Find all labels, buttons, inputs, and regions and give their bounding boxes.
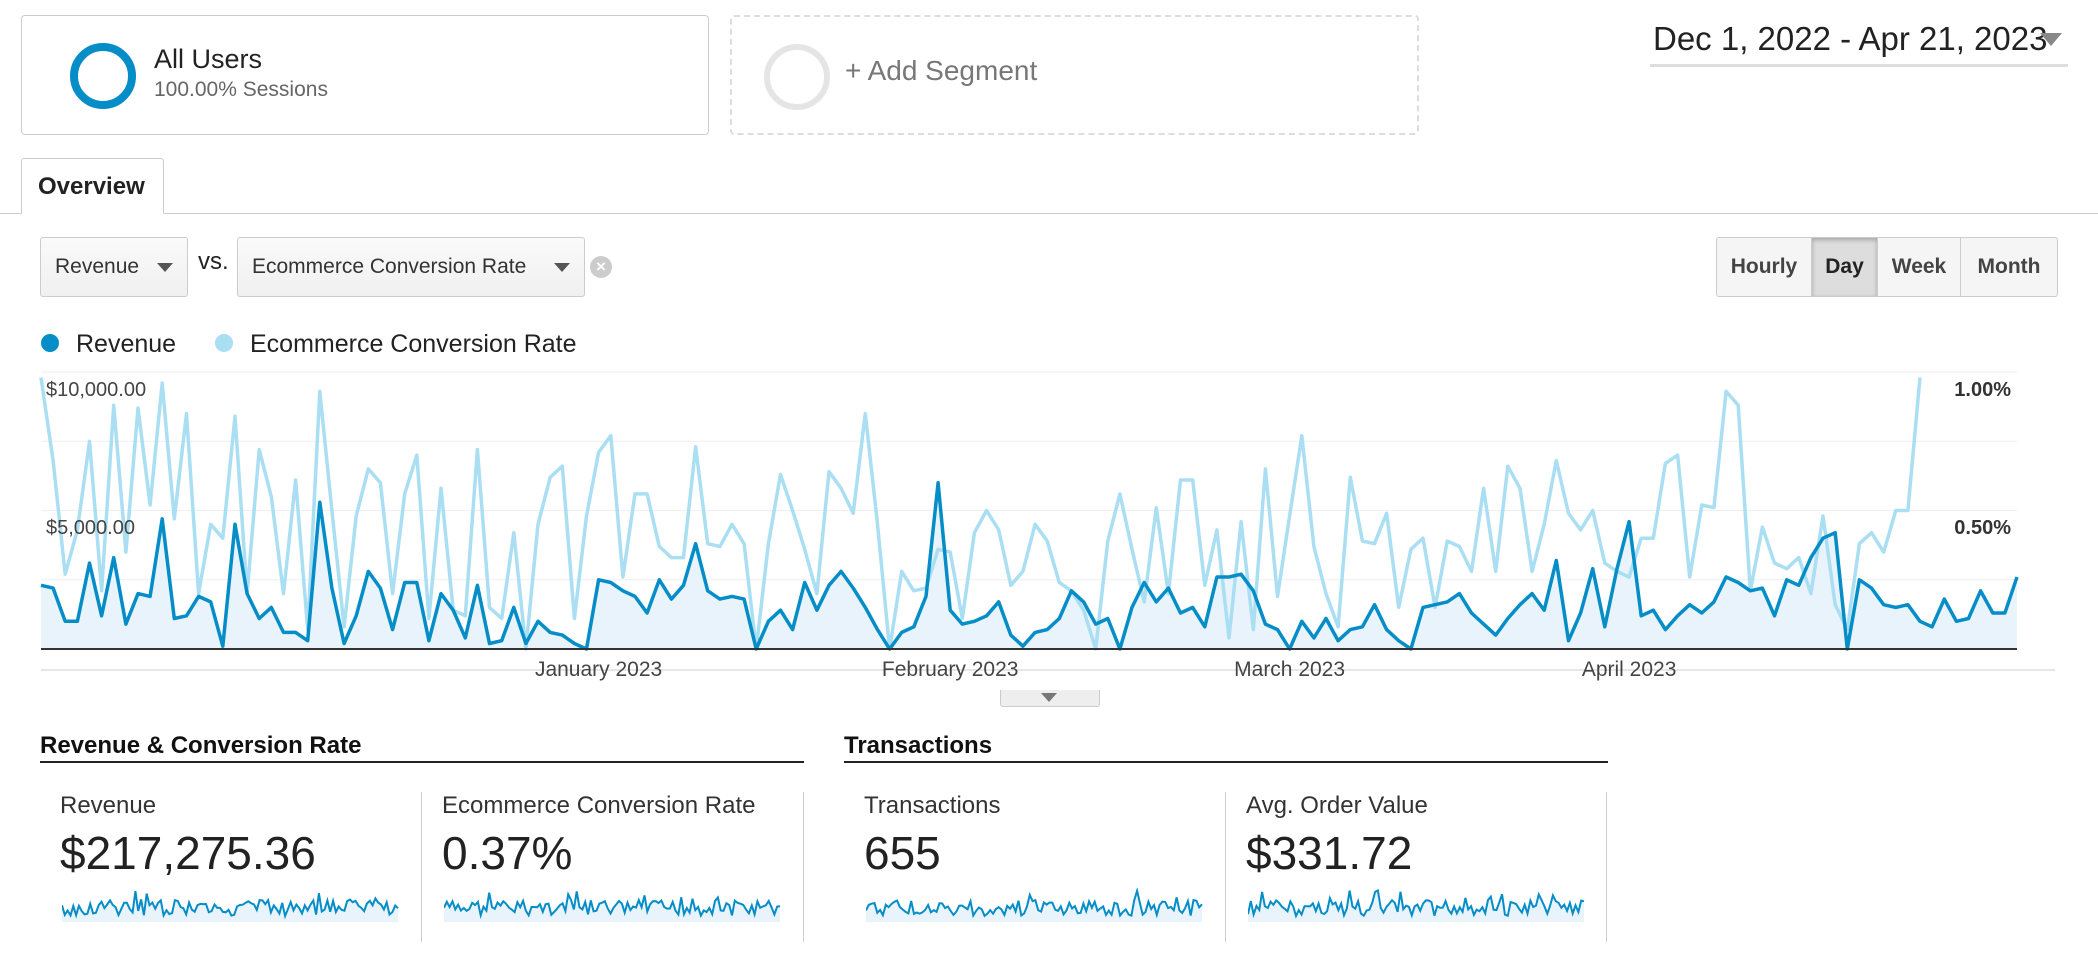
toggle-day[interactable]: Day	[1812, 238, 1878, 296]
y-right-tick-label: 1.00%	[1954, 379, 2011, 401]
x-tick-label: February 2023	[882, 658, 1019, 681]
x-tick-label: January 2023	[535, 658, 662, 681]
legend-revenue-label[interactable]: Revenue	[76, 330, 177, 358]
add-segment-label: + Add Segment	[845, 55, 1038, 86]
vs-label: vs.	[198, 248, 229, 275]
date-range-picker[interactable]: Dec 1, 2022 - Apr 21, 2023	[1650, 16, 2068, 67]
chart-collapse-toggle[interactable]	[1000, 690, 1100, 707]
secondary-metric-select[interactable]: Ecommerce Conversion Rate	[237, 237, 585, 297]
metric-value: 0.37%	[442, 827, 573, 879]
segment-title: All Users	[154, 44, 263, 74]
sparkline-line	[1248, 888, 1585, 919]
chevron-down-icon	[2040, 33, 2062, 46]
x-tick-label: March 2023	[1234, 658, 1345, 681]
metric-label: Ecommerce Conversion Rate	[442, 792, 756, 819]
time-granularity-toggle: Hourly Day Week Month	[1716, 237, 2058, 297]
metric-value: $217,275.36	[60, 827, 316, 879]
legend-conversion-dot	[215, 334, 233, 352]
y-left-tick-label: $10,000.00	[46, 379, 146, 401]
tab-overview[interactable]: Overview	[21, 158, 164, 214]
sparkline-line	[62, 890, 399, 920]
secondary-metric-label: Ecommerce Conversion Rate	[252, 255, 527, 278]
toggle-week[interactable]: Week	[1878, 238, 1961, 296]
empty-segment-ring-icon	[764, 44, 830, 110]
legend-revenue-dot	[41, 334, 59, 352]
chevron-down-icon	[1041, 693, 1057, 702]
series-line-revenue	[40, 481, 2019, 651]
metric-revenue[interactable]: Revenue $217,275.36	[60, 792, 420, 942]
sparkline-line	[866, 888, 1203, 919]
metric-divider	[421, 792, 422, 942]
y-right-tick-label: 0.50%	[1954, 517, 2011, 539]
sparkline	[62, 890, 399, 922]
sparkline	[1248, 888, 1585, 922]
metric-label: Revenue	[60, 792, 157, 819]
metric-transactions[interactable]: Transactions 655	[864, 792, 1224, 942]
chevron-down-icon	[157, 263, 173, 272]
group-underline	[40, 761, 804, 763]
metric-label: Avg. Order Value	[1246, 792, 1428, 819]
x-tick-label: April 2023	[1582, 658, 1677, 681]
sparkline	[444, 891, 781, 922]
tab-overview-label: Overview	[38, 173, 145, 200]
add-segment-button[interactable]: + Add Segment	[730, 15, 1419, 135]
primary-metric-select[interactable]: Revenue	[40, 237, 188, 297]
toggle-month[interactable]: Month	[1977, 255, 2041, 278]
y-left-tick-label: $5,000.00	[46, 517, 135, 539]
metric-divider	[1225, 792, 1226, 942]
segment-subtitle: 100.00% Sessions	[154, 78, 328, 101]
sparkline-line	[444, 891, 781, 920]
sparkline-area	[62, 891, 398, 922]
group-title-transactions: Transactions	[844, 732, 993, 759]
tab-divider	[0, 213, 2098, 214]
legend-conversion-label[interactable]: Ecommerce Conversion Rate	[250, 330, 577, 358]
remove-comparison-icon[interactable]: ×	[590, 256, 612, 278]
metric-conversion-rate[interactable]: Ecommerce Conversion Rate 0.37%	[442, 792, 802, 942]
chevron-down-icon	[554, 263, 570, 272]
revenue-area	[41, 482, 2017, 649]
segment-ring-icon	[70, 43, 136, 109]
metric-value: 655	[864, 827, 941, 879]
metric-divider	[1606, 792, 1607, 942]
group-underline	[844, 761, 1608, 763]
metric-value: $331.72	[1246, 827, 1413, 879]
group-title-revenue-conversion: Revenue & Conversion Rate	[40, 732, 362, 759]
sparkline-area	[866, 890, 1202, 922]
sparkline	[866, 888, 1203, 922]
series-line-ecommerce-conversion-rate	[39, 377, 1922, 651]
toggle-hourly[interactable]: Hourly	[1717, 238, 1812, 296]
trend-chart: $10,000.00 $5,000.00 1.00% 0.50% January 202…	[39, 371, 2055, 681]
date-range-text: Dec 1, 2022 - Apr 21, 2023	[1653, 20, 2048, 57]
segment-all-users[interactable]: All Users 100.00% Sessions	[21, 15, 709, 135]
metric-avg-order-value[interactable]: Avg. Order Value $331.72	[1246, 792, 1606, 942]
metric-divider	[803, 792, 804, 942]
metric-label: Transactions	[864, 792, 1001, 819]
primary-metric-label: Revenue	[55, 255, 140, 278]
